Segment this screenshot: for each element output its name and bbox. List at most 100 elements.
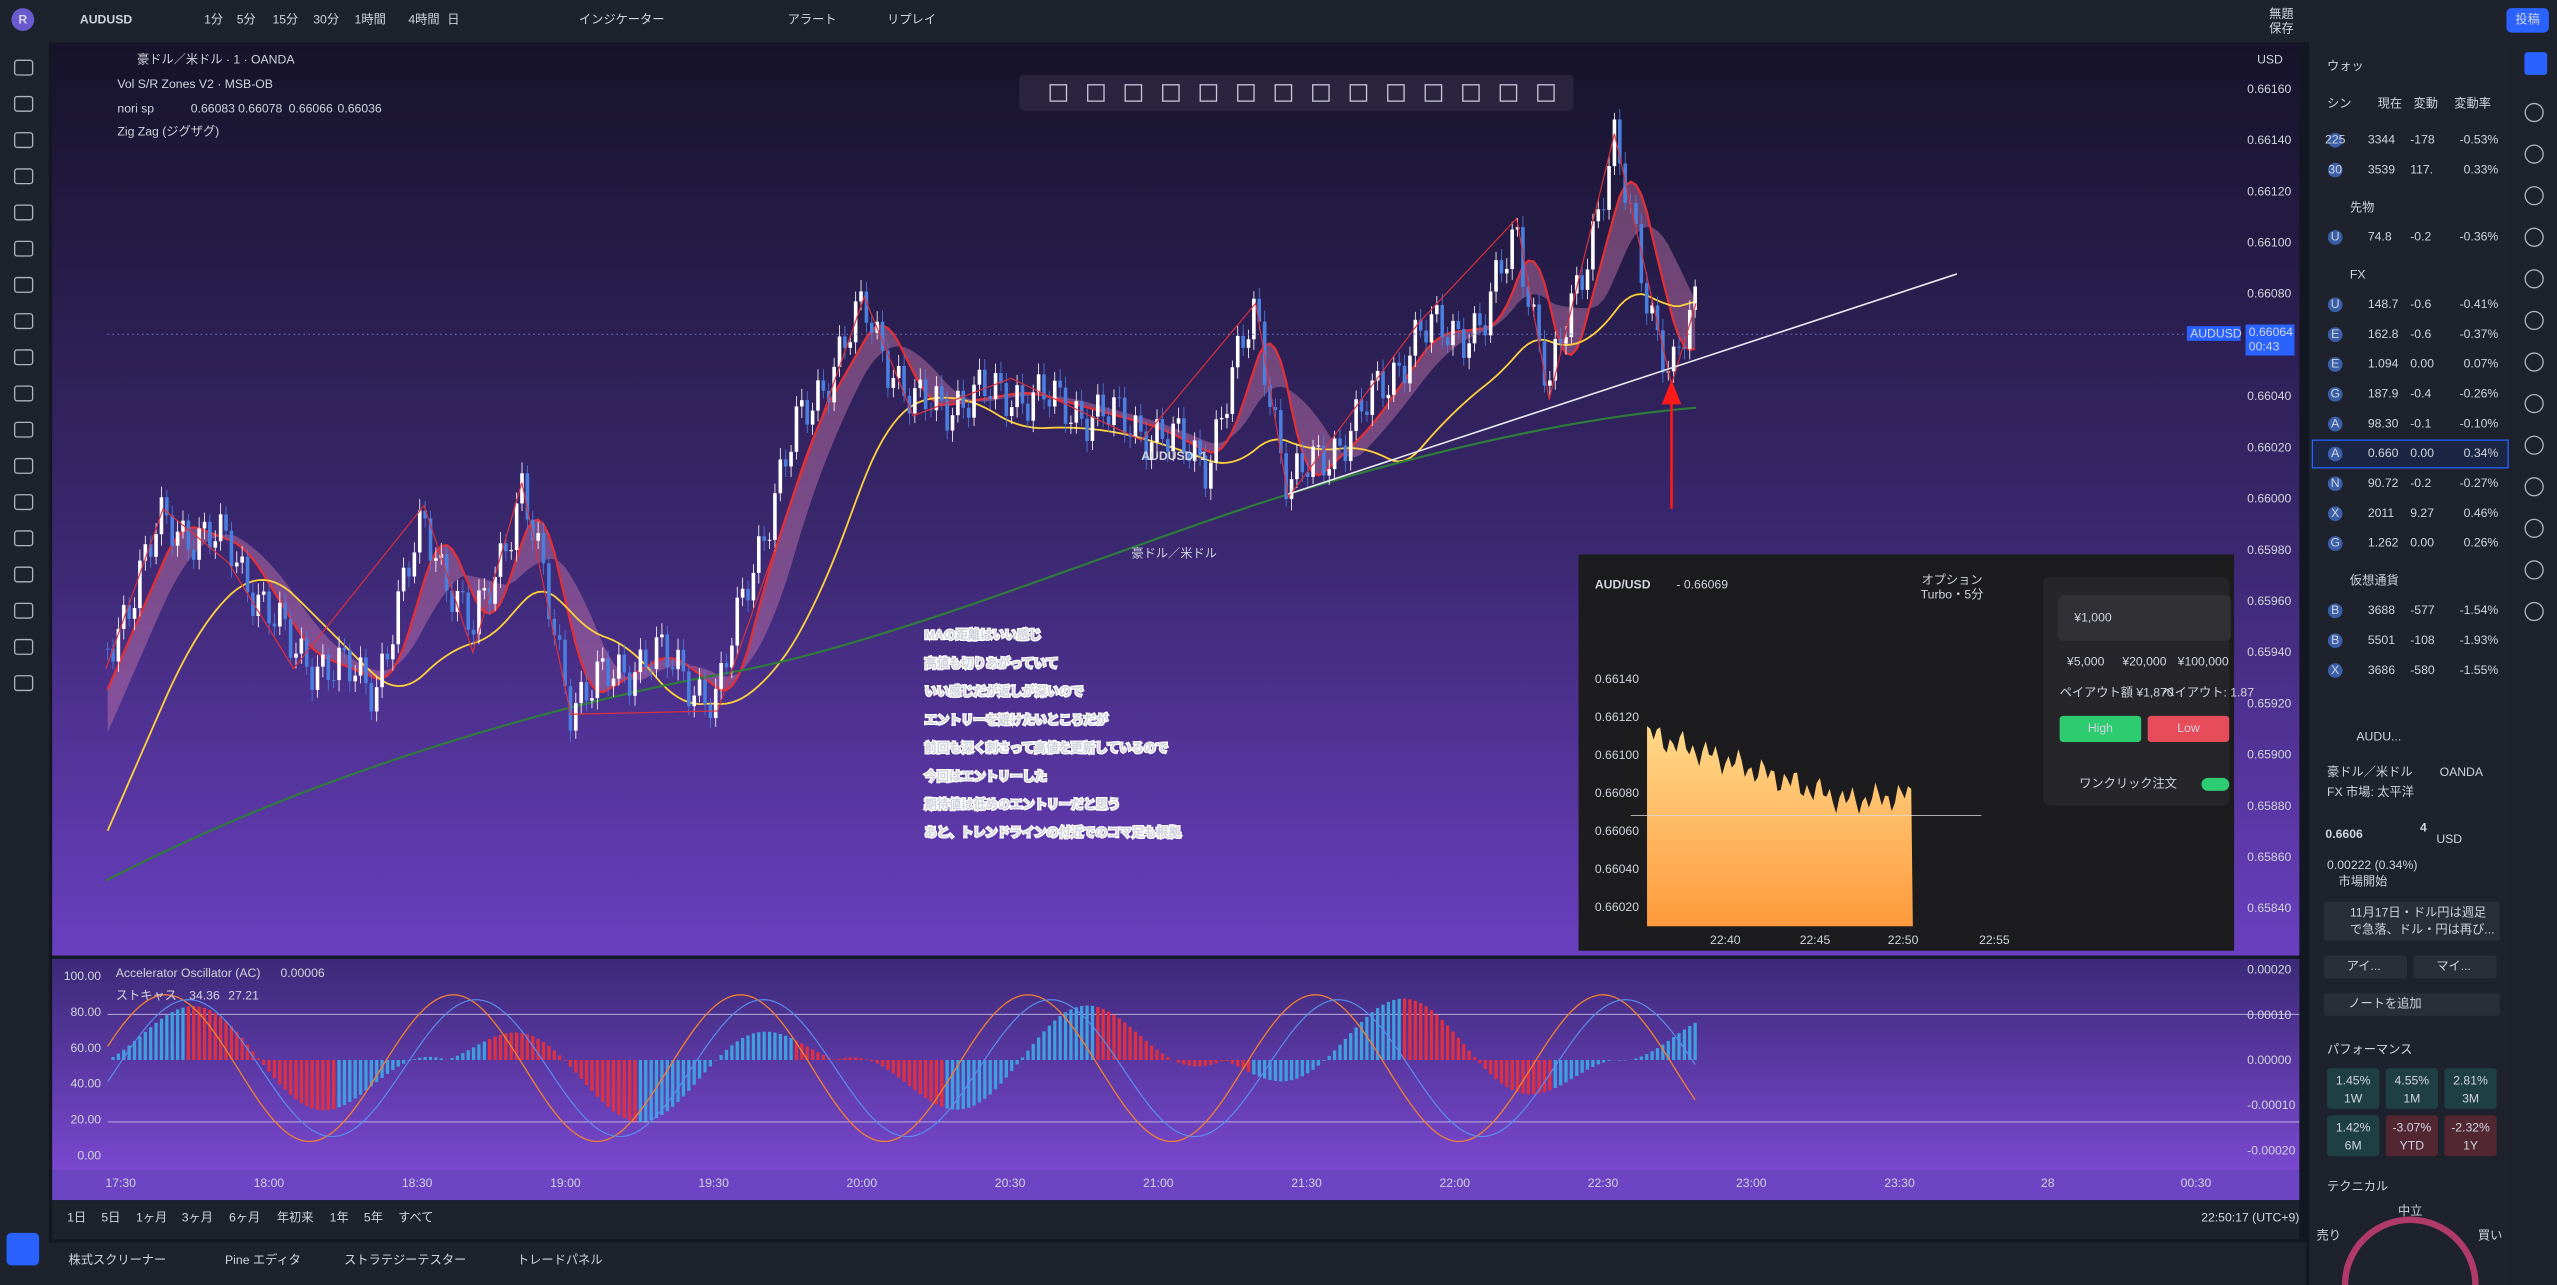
detail-button-label[interactable]: アイ... — [2347, 959, 2381, 973]
ac-bar — [138, 1036, 142, 1060]
ac-bar — [197, 1006, 201, 1060]
last-price[interactable]: 162.8 — [2368, 327, 2399, 341]
interval-button[interactable]: 4時間 — [408, 13, 439, 27]
ac-bar — [111, 1057, 115, 1060]
bottom-tab[interactable]: ストラテジーテスター — [344, 1253, 466, 1267]
last-price[interactable]: 98.30 — [2368, 416, 2399, 430]
osc-tick: -0.00020 — [2247, 1143, 2295, 1157]
widget-ytick: 0.66020 — [1595, 900, 1639, 914]
toggle[interactable] — [2201, 777, 2230, 791]
widget-xtick: 22:45 — [1800, 933, 1831, 947]
bottom-tab[interactable]: Pine エディタ — [225, 1252, 301, 1267]
last-price[interactable]: 74.8 — [2368, 230, 2392, 244]
candle-body — [864, 291, 869, 323]
time-tick: 23:30 — [1884, 1176, 1915, 1190]
news-text[interactable]: で急落、ドル・円は再び... — [2350, 922, 2495, 937]
range-button[interactable]: すべて — [398, 1210, 433, 1224]
indicators-button[interactable]: インジケーター — [579, 13, 665, 27]
candle-body — [1537, 304, 1541, 342]
last-price[interactable]: 1.094 — [2368, 357, 2399, 371]
ac-bar — [897, 1059, 901, 1078]
watchlist-title[interactable]: ウォッ — [2327, 59, 2364, 73]
candle-body — [509, 550, 514, 552]
preset-button[interactable]: ¥20,000 — [2121, 654, 2166, 668]
ac-bar — [1241, 1059, 1245, 1070]
range-button[interactable]: 3ヶ月 — [182, 1210, 213, 1224]
last-price[interactable]: 2011 — [2368, 506, 2394, 520]
last-price[interactable]: 0.660 — [2368, 446, 2399, 460]
interval-button[interactable]: 1時間 — [355, 13, 386, 27]
candle-body — [1467, 343, 1471, 358]
ac-bar — [132, 1041, 137, 1060]
layout-name[interactable]: 無題 — [2269, 6, 2293, 21]
last-price[interactable]: 90.72 — [2368, 476, 2399, 490]
side-icon — [2524, 227, 2544, 247]
currency-select[interactable]: USD — [2257, 53, 2283, 67]
amount-box[interactable] — [2057, 595, 2231, 641]
candle-body — [1160, 419, 1165, 440]
range-button[interactable]: 1ヶ月 — [136, 1210, 167, 1224]
low-button[interactable] — [2147, 715, 2230, 742]
ac-bar — [1112, 1014, 1116, 1060]
change: -0.2 — [2410, 230, 2431, 244]
logo-badge[interactable] — [11, 8, 35, 31]
news-text[interactable]: 11月17日・ドル円は週足 — [2350, 905, 2486, 919]
candle-body — [1176, 418, 1181, 424]
publish-label[interactable]: 投稿 — [2515, 12, 2539, 27]
preset-button[interactable]: ¥5,000 — [2066, 654, 2105, 668]
range-button[interactable]: 5日 — [101, 1210, 120, 1224]
candle-body — [595, 661, 600, 699]
last-price[interactable]: 148.7 — [2368, 297, 2399, 311]
alert-button[interactable]: アラート — [788, 13, 837, 27]
publish-button[interactable] — [2506, 8, 2549, 33]
ac-bar — [1069, 1009, 1073, 1060]
ac-bar — [816, 1052, 820, 1060]
ac-bar — [870, 1059, 874, 1062]
candle-body — [966, 407, 971, 418]
ac-bar — [1505, 1059, 1509, 1088]
bottom-tab[interactable]: 株式スクリーナー — [68, 1252, 166, 1267]
ac-bar — [611, 1059, 616, 1112]
last-price[interactable]: 3344 — [2368, 132, 2395, 146]
candle-body — [703, 679, 707, 705]
last-price[interactable]: 1.262 — [2368, 536, 2399, 550]
last-price[interactable]: 3539 — [2368, 162, 2395, 176]
candle-body — [1155, 419, 1159, 443]
ac-bar — [353, 1059, 357, 1099]
interval-button[interactable]: 1分 — [204, 13, 223, 27]
range-button[interactable]: 1年 — [330, 1210, 349, 1224]
ac-bar — [1575, 1059, 1579, 1076]
last-price[interactable]: 3686 — [2368, 663, 2395, 677]
change-percent: -0.53% — [2460, 132, 2499, 146]
last-price[interactable]: 187.9 — [2368, 387, 2399, 401]
range-button[interactable]: 1日 — [67, 1210, 86, 1224]
candle-body — [1424, 330, 1428, 343]
range-button[interactable]: 6ヶ月 — [229, 1210, 260, 1224]
range-button[interactable]: 年初来 — [277, 1210, 314, 1224]
add-note[interactable]: ノートを追加 — [2348, 996, 2421, 1011]
interval-button[interactable]: 5分 — [237, 13, 256, 27]
favorite-button[interactable] — [6, 1232, 40, 1266]
high-button[interactable] — [2059, 715, 2142, 742]
last-price[interactable]: 3688 — [2368, 603, 2395, 617]
preset-button[interactable]: ¥100,000 — [2177, 654, 2229, 668]
detail-button-label[interactable]: マイ... — [2436, 959, 2471, 973]
ac-bar — [724, 1049, 729, 1060]
one-click: ワンクリック注文 — [2079, 776, 2177, 791]
watchlist-icon[interactable] — [2524, 52, 2548, 76]
interval-button[interactable]: 日 — [447, 13, 459, 27]
last-price[interactable]: 5501 — [2368, 633, 2395, 647]
bottom-tab[interactable]: トレードパネル — [517, 1253, 603, 1267]
candle-body — [434, 558, 438, 561]
candle-body — [1192, 440, 1197, 462]
interval-button[interactable]: 15分 — [272, 13, 298, 27]
interval-button[interactable]: 30分 — [313, 13, 339, 27]
range-button[interactable]: 5年 — [364, 1210, 383, 1224]
candle-body — [471, 629, 476, 635]
ac-bar — [396, 1059, 400, 1067]
symbol-search[interactable]: AUDUSD — [80, 13, 132, 27]
change: -0.6 — [2410, 297, 2431, 311]
candle-body — [326, 654, 331, 680]
ac-bar — [595, 1059, 599, 1097]
replay-button[interactable]: リプレイ — [887, 13, 936, 27]
